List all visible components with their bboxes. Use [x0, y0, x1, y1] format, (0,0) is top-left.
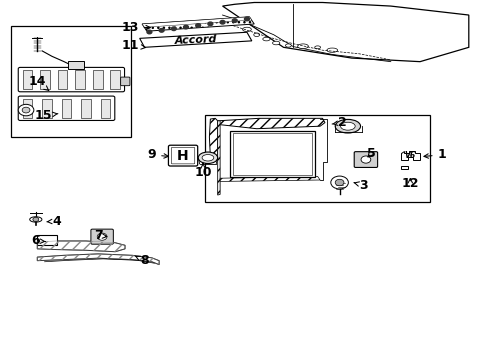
Circle shape — [171, 27, 176, 31]
Circle shape — [33, 217, 39, 222]
FancyBboxPatch shape — [22, 99, 32, 118]
Ellipse shape — [314, 46, 320, 49]
Text: 2: 2 — [331, 116, 346, 129]
Circle shape — [232, 19, 237, 22]
FancyBboxPatch shape — [40, 70, 50, 89]
Polygon shape — [37, 254, 159, 265]
Text: 12: 12 — [401, 177, 418, 190]
FancyBboxPatch shape — [93, 70, 102, 89]
Text: 10: 10 — [194, 163, 211, 179]
FancyBboxPatch shape — [101, 99, 110, 118]
FancyBboxPatch shape — [91, 229, 113, 244]
Ellipse shape — [272, 41, 279, 45]
Text: Accord: Accord — [174, 34, 217, 46]
FancyBboxPatch shape — [22, 70, 32, 89]
FancyBboxPatch shape — [75, 70, 85, 89]
Circle shape — [334, 179, 343, 186]
Polygon shape — [222, 3, 468, 62]
Ellipse shape — [340, 122, 354, 130]
Circle shape — [183, 25, 188, 29]
Text: 5: 5 — [366, 147, 375, 159]
Ellipse shape — [202, 154, 213, 161]
Circle shape — [18, 104, 34, 116]
Ellipse shape — [242, 27, 251, 32]
Text: 15: 15 — [35, 109, 58, 122]
Text: 6: 6 — [31, 234, 45, 247]
Polygon shape — [142, 17, 254, 31]
Ellipse shape — [334, 120, 360, 133]
FancyBboxPatch shape — [205, 116, 429, 202]
FancyBboxPatch shape — [61, 99, 71, 118]
Polygon shape — [209, 118, 217, 158]
FancyBboxPatch shape — [110, 70, 120, 89]
Text: 14: 14 — [28, 75, 49, 91]
FancyBboxPatch shape — [168, 145, 197, 166]
Text: 11: 11 — [121, 39, 145, 52]
Ellipse shape — [326, 48, 337, 52]
Circle shape — [360, 156, 370, 163]
Circle shape — [195, 24, 200, 27]
Text: 7: 7 — [94, 229, 106, 242]
Circle shape — [159, 28, 163, 32]
FancyBboxPatch shape — [11, 26, 131, 137]
Circle shape — [207, 22, 212, 26]
Text: 3: 3 — [353, 179, 367, 192]
FancyBboxPatch shape — [18, 96, 115, 121]
Ellipse shape — [297, 44, 308, 49]
Ellipse shape — [262, 37, 269, 41]
Polygon shape — [220, 176, 320, 181]
Text: H: H — [177, 149, 188, 163]
FancyBboxPatch shape — [68, 61, 84, 69]
Text: 13: 13 — [121, 21, 150, 34]
Text: 4: 4 — [47, 215, 61, 228]
Ellipse shape — [198, 152, 217, 163]
FancyBboxPatch shape — [42, 99, 52, 118]
Text: 1: 1 — [423, 148, 446, 161]
Circle shape — [220, 21, 224, 24]
Circle shape — [330, 176, 347, 189]
FancyBboxPatch shape — [353, 152, 377, 167]
FancyBboxPatch shape — [229, 131, 315, 177]
Ellipse shape — [30, 217, 42, 222]
Polygon shape — [400, 166, 407, 169]
Ellipse shape — [285, 44, 291, 47]
Circle shape — [244, 17, 249, 21]
FancyBboxPatch shape — [58, 70, 67, 89]
FancyBboxPatch shape — [81, 99, 91, 118]
Circle shape — [22, 107, 30, 113]
Text: V6: V6 — [404, 152, 415, 161]
FancyBboxPatch shape — [37, 234, 57, 245]
Polygon shape — [217, 121, 220, 195]
Polygon shape — [400, 151, 419, 160]
Ellipse shape — [253, 33, 259, 37]
Polygon shape — [142, 17, 251, 27]
Text: 9: 9 — [147, 148, 168, 161]
Polygon shape — [217, 118, 325, 129]
FancyBboxPatch shape — [18, 67, 124, 92]
Text: 8: 8 — [135, 254, 148, 267]
Circle shape — [97, 233, 107, 240]
Polygon shape — [140, 32, 251, 47]
Circle shape — [147, 30, 152, 34]
Polygon shape — [37, 241, 125, 252]
FancyBboxPatch shape — [121, 77, 130, 86]
